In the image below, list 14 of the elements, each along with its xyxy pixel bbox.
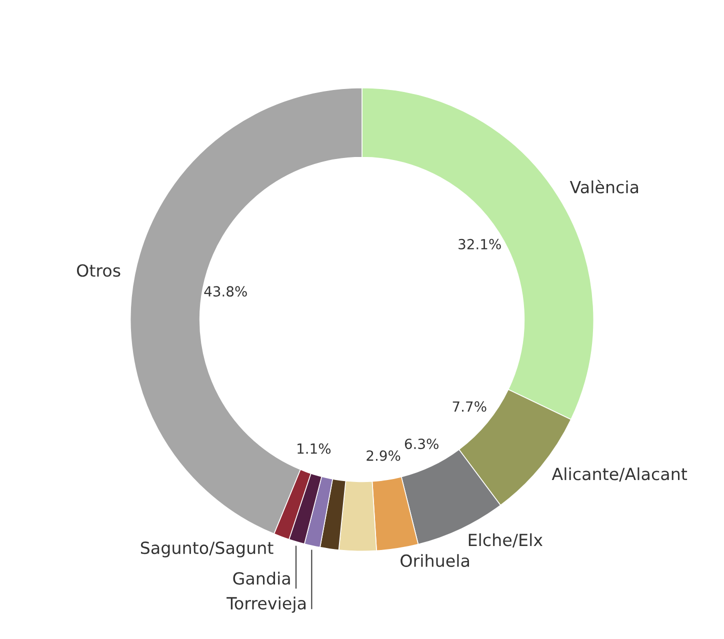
- slice-label: Torrevieja: [226, 596, 306, 613]
- slice-label: Orihuela: [400, 554, 469, 568]
- slice-label: Gandia: [233, 572, 290, 585]
- slice-label: Otros: [76, 264, 120, 277]
- data-label: 1.1%: [298, 443, 331, 454]
- slice-label: Elche/Elx: [468, 533, 542, 548]
- data-label: 32.1%: [458, 238, 501, 250]
- data-label: 43.8%: [204, 286, 247, 297]
- data-label: 2.9%: [366, 450, 400, 461]
- slice-label: València: [570, 180, 638, 194]
- data-label: 6.3%: [404, 438, 438, 450]
- slice-label: Alicante/Alacant: [552, 467, 688, 482]
- slice-label: Sagunto/Sagunt: [140, 542, 274, 558]
- data-label: 7.7%: [452, 401, 486, 412]
